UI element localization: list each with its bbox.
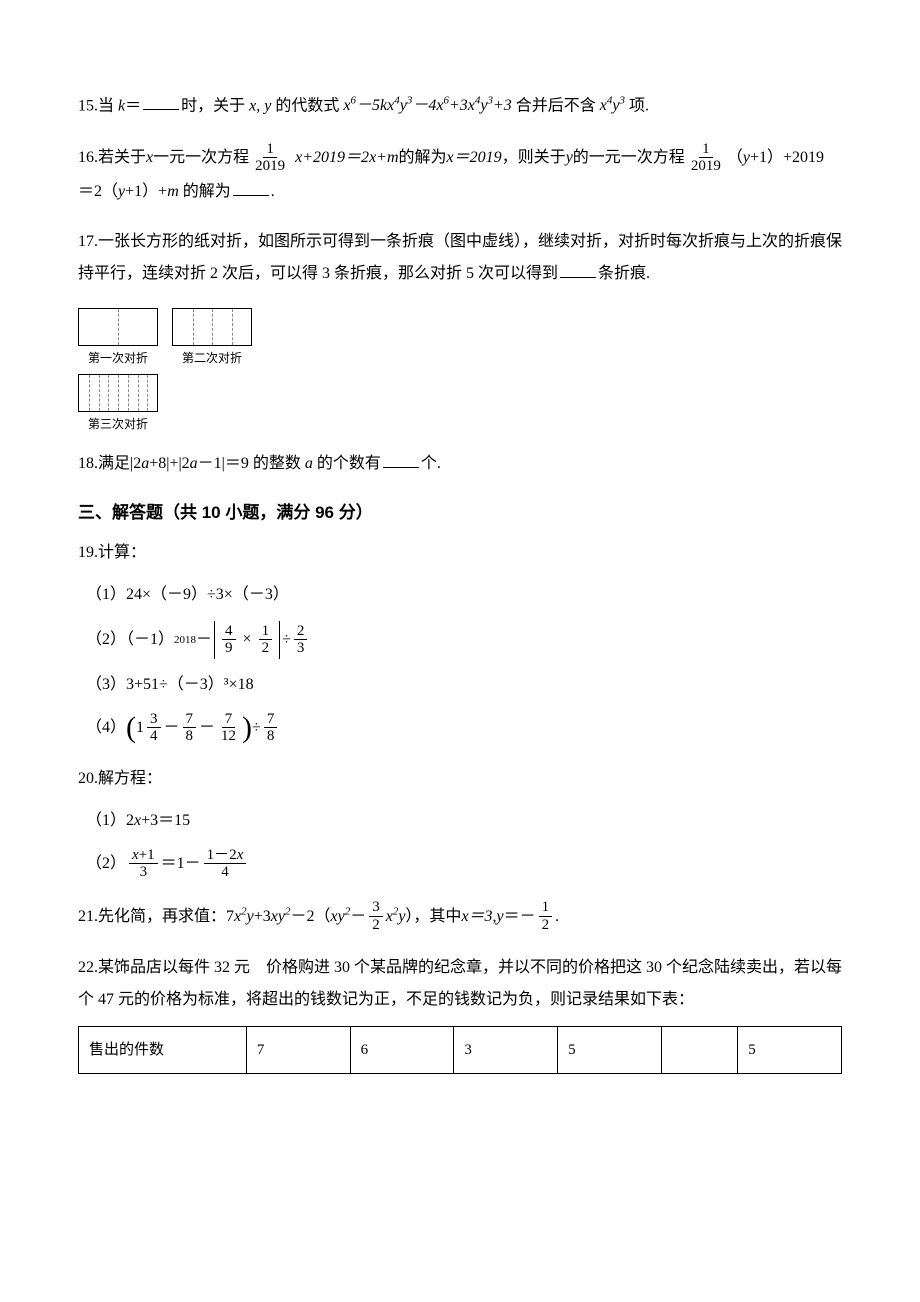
fold-second-label: 第二次对折 <box>182 349 242 366</box>
q16-blank <box>233 180 269 196</box>
q19-p2div: ÷ <box>282 624 291 656</box>
q19-p2: （2）（－1）2018－ 49 × 12 ÷ 23 <box>86 621 842 659</box>
q17-text3: 条折痕. <box>598 265 650 282</box>
q16-l1a: 16.若关于 <box>78 140 146 175</box>
q19-p2exp: 2018 <box>174 629 196 651</box>
q19-title: 19.计算： <box>78 537 842 569</box>
q22-c2: 6 <box>350 1026 454 1073</box>
q19-abs: 49 × 12 <box>214 621 280 659</box>
q15-mid3: 合并后不含 <box>512 97 600 114</box>
q16-l1f: 的一元一次方程 <box>573 140 685 175</box>
q18-a3: a <box>305 455 313 472</box>
q21-t3: xy2 <box>330 899 350 934</box>
q16-l1e: ，则关于 <box>502 140 566 175</box>
q15-prefix: 15.当 <box>78 97 118 114</box>
q16-x: x <box>146 140 153 175</box>
q17-text2: 持平行，连续对折 2 次后，可以得 3 条折痕，那么对折 5 次可以得到 <box>78 265 558 282</box>
q20-p1: （1）2x+3＝15 <box>86 805 842 837</box>
q19-p4: （4） ( 1 34 － 78 － 712 ) ÷ 78 <box>86 711 842 745</box>
q18-mid1: +8|+|2 <box>149 455 189 472</box>
fold-diagram: 第一次对折 第二次对折 第三次对折 <box>78 308 842 432</box>
section-3-title: 三、解答题（共 10 小题，满分 96 分） <box>78 498 842 523</box>
q19-p2b: － <box>196 624 212 656</box>
question-18: 18.满足|2a+8|+|2a－1|＝9 的整数 a 的个数有个. <box>78 448 842 480</box>
q21-t4: x2y <box>386 899 406 934</box>
question-20: 20.解方程： （1）2x+3＝15 （2） x+13 ＝1－ 1－2x4 <box>78 763 842 881</box>
lparen-icon: ( <box>126 716 136 740</box>
table-row: 售出的件数 7 6 3 5 5 <box>79 1026 842 1073</box>
q22-line2: 个 47 元的价格为标准，将超出的钱数记为正，不足的钱数记为负，则记录结果如下表… <box>78 984 842 1016</box>
q18-mid3: 的个数有 <box>313 455 381 472</box>
q21-xval: x＝3 <box>461 899 492 934</box>
fold-third-label: 第三次对折 <box>88 415 148 432</box>
q16-l2a: ＝2（y+1）+m <box>78 183 179 200</box>
q22-c5 <box>661 1026 737 1073</box>
q20-p2a: （2） <box>86 848 126 880</box>
question-16: 16.若关于 x 一元一次方程 12019 x+2019＝2x+m 的解为 x＝… <box>78 140 842 207</box>
fold-first-label: 第一次对折 <box>88 349 148 366</box>
q22-line1: 22.某饰品店以每件 32 元 价格购进 30 个某品牌的纪念章，并以不同的价格… <box>78 952 842 984</box>
q15-expr: x6－5kx4y3－4x6+3x4y3+3 <box>343 97 511 114</box>
q18-prefix: 18.满足|2 <box>78 455 141 472</box>
q16-l1b: 一元一次方程 <box>153 140 249 175</box>
q16-frac1: 12019 <box>252 141 288 175</box>
q16-l1c: x+2019＝2x+m <box>291 140 398 175</box>
q19-p2f3: 23 <box>294 623 308 657</box>
question-17: 17.一张长方形的纸对折，如图所示可得到一条折痕（图中虚线），继续对折，对折时每… <box>78 226 842 290</box>
q22-table: 售出的件数 7 6 3 5 5 <box>78 1026 842 1074</box>
q19-p1: （1）24×（－9）÷3×（－3） <box>86 579 842 611</box>
q16-frac2: 12019 <box>688 141 724 175</box>
q19-p3: （3）3+51÷（－3）³×18 <box>86 669 842 701</box>
q17-blank <box>560 262 596 278</box>
q15-eq: ＝ <box>125 97 141 114</box>
q16-l2b: 的解为 <box>179 183 231 200</box>
q16-y: y <box>566 140 573 175</box>
q21-t1: x2y <box>234 899 254 934</box>
q16-period: . <box>271 183 275 200</box>
q22-c6: 5 <box>738 1026 842 1073</box>
q15-mid1: 时，关于 <box>181 97 249 114</box>
q15-term: x4y3 <box>600 97 625 114</box>
question-21: 21.先化简，再求值：7x2y+3xy2－2（xy2－ 32 x2y），其中 x… <box>78 899 842 934</box>
q15-mid2: 的代数式 <box>271 97 343 114</box>
q22-c3: 3 <box>454 1026 558 1073</box>
q16-l1g: （y+1）+2019 <box>727 140 824 175</box>
question-15: 15.当 k＝时，关于 x, y 的代数式 x6－5kx4y3－4x6+3x4y… <box>78 90 842 122</box>
q18-blank <box>383 452 419 468</box>
q15-blank <box>143 94 179 110</box>
q16-sol: x＝2019 <box>447 140 502 175</box>
q22-header: 售出的件数 <box>79 1026 247 1073</box>
fold-second: 第二次对折 <box>172 308 252 366</box>
q18-mid2: －1|＝9 的整数 <box>198 455 305 472</box>
q16-l1d: 的解为 <box>399 140 447 175</box>
q22-c1: 7 <box>246 1026 350 1073</box>
q21-t2: xy2 <box>271 899 291 934</box>
q17-text1: 17.一张长方形的纸对折，如图所示可得到一条折痕（图中虚线），继续对折，对折时每… <box>78 226 842 258</box>
q15-suffix: 项. <box>625 97 649 114</box>
q18-a2: a <box>190 455 198 472</box>
q18-suffix: 个. <box>421 455 441 472</box>
q19-p4a: （4） <box>86 712 126 744</box>
rparen-icon: ) <box>242 716 252 740</box>
q22-c4: 5 <box>558 1026 662 1073</box>
fold-first: 第一次对折 <box>78 308 158 366</box>
fold-third: 第三次对折 <box>78 374 158 432</box>
q21-yeq: y＝－ <box>497 899 536 934</box>
q21-prefix: 21.先化简，再求值：7 <box>78 899 234 934</box>
q20-p2: （2） x+13 ＝1－ 1－2x4 <box>86 847 842 881</box>
q19-p2a: （2）（－1） <box>86 624 174 656</box>
question-19: 19.计算： （1）24×（－9）÷3×（－3） （2）（－1）2018－ 49… <box>78 537 842 745</box>
q20-title: 20.解方程： <box>78 763 842 795</box>
question-22: 22.某饰品店以每件 32 元 价格购进 30 个某品牌的纪念章，并以不同的价格… <box>78 952 842 1074</box>
q20-p2eq: ＝1－ <box>161 848 201 880</box>
